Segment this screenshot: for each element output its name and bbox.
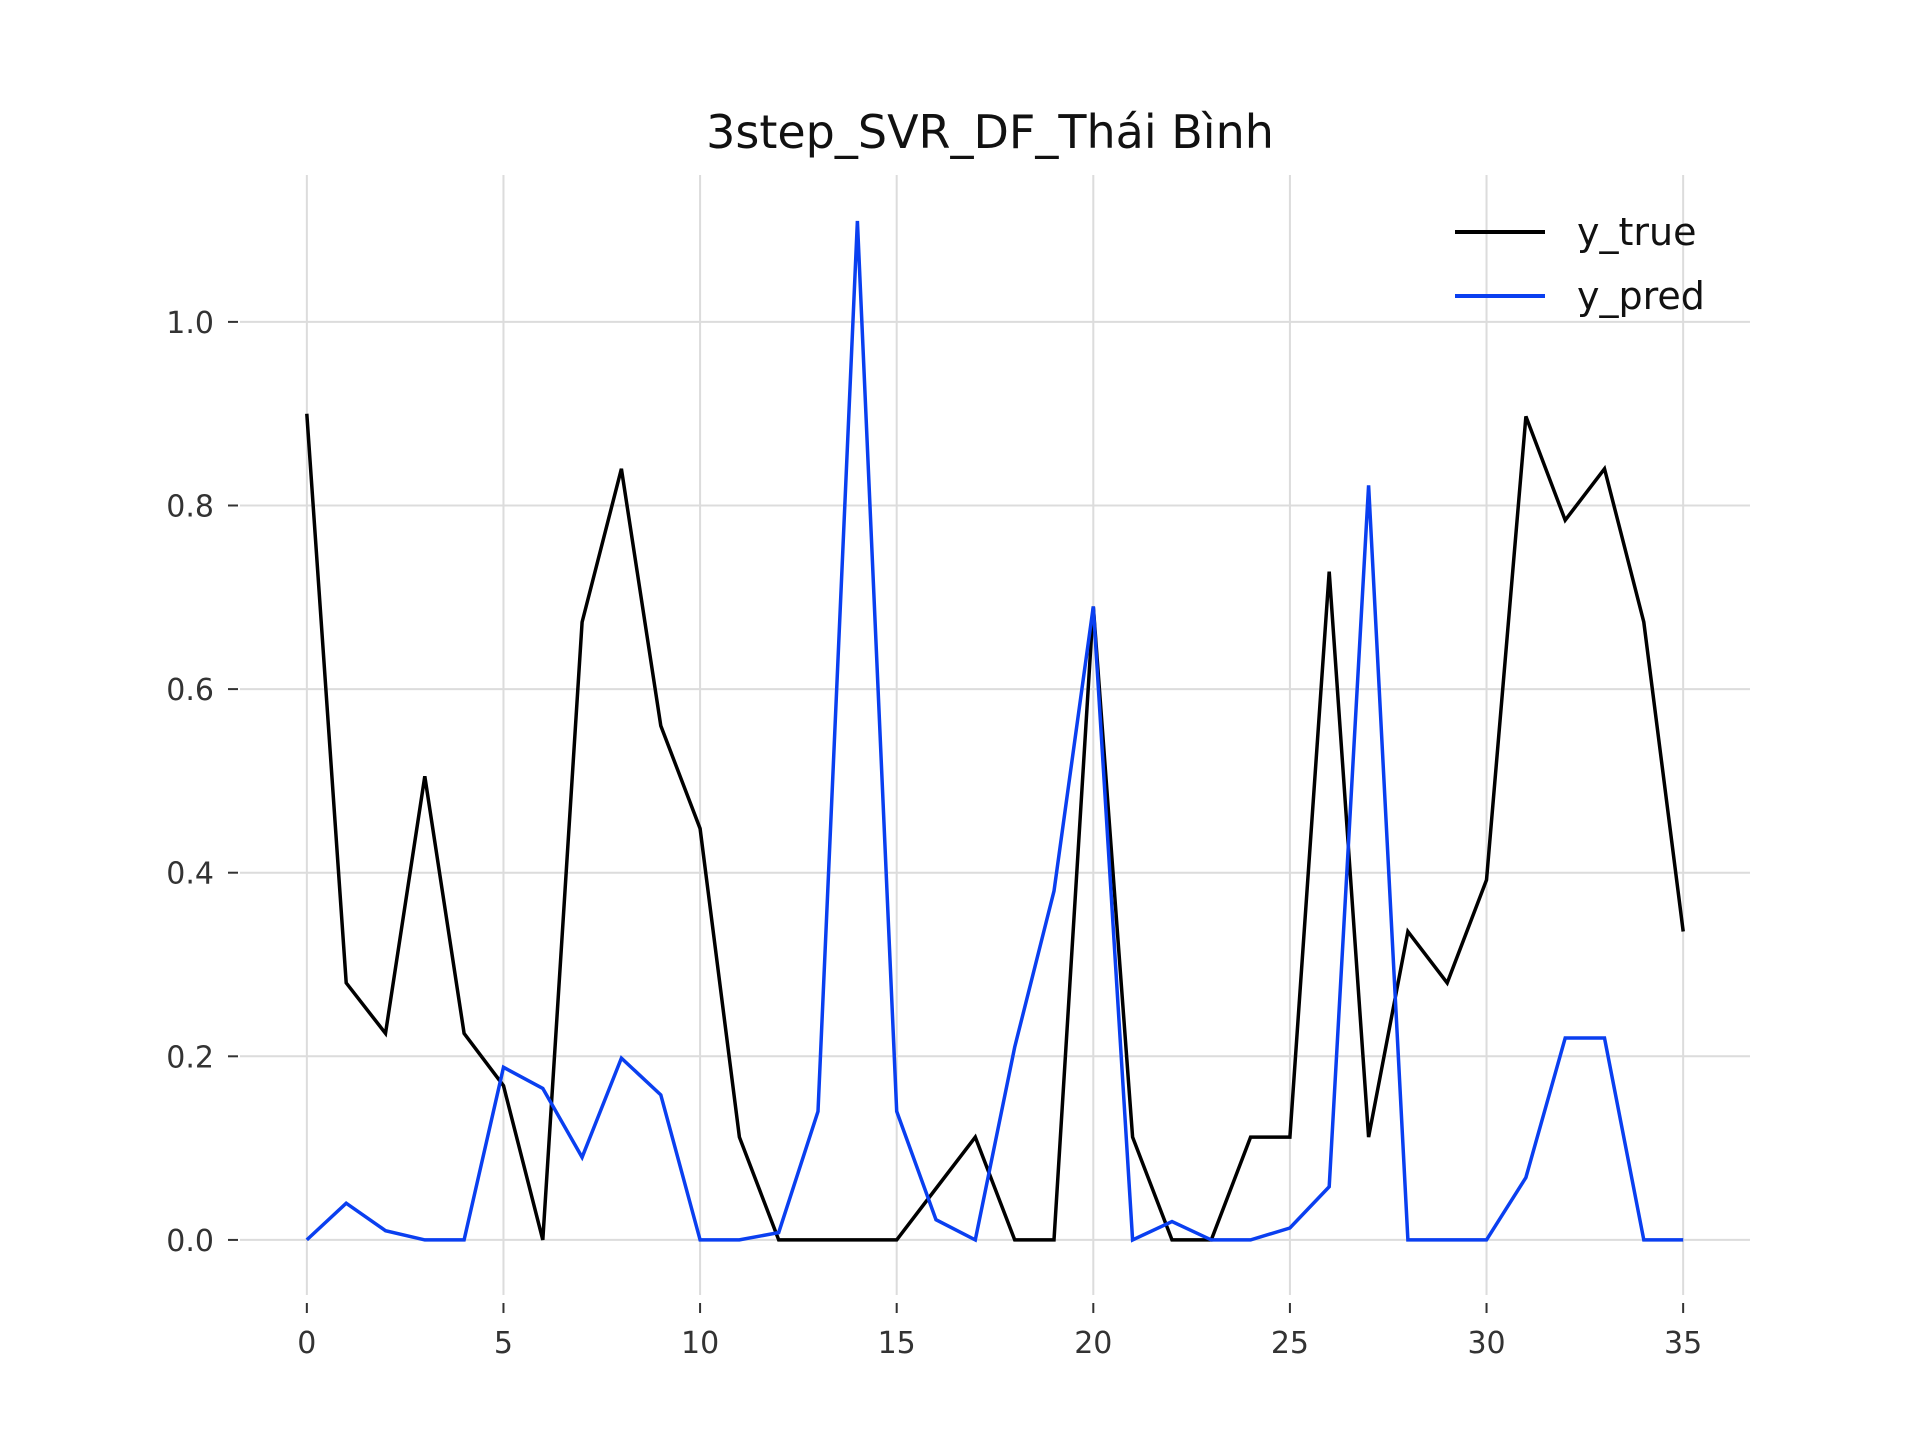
legend: y_true y_pred [1455,210,1705,318]
x-axis: 0 5 10 15 20 25 30 35 [297,1303,1702,1361]
y-tick-label: 0.6 [166,673,214,708]
x-tick-label: 15 [878,1326,916,1361]
y-axis: 0.0 0.2 0.4 0.6 0.8 1.0 [166,306,238,1259]
y-tick-label: 0.8 [166,489,214,524]
y-tick-label: 1.0 [166,306,214,341]
y-tick-label: 0.4 [166,857,214,892]
series-line-y-true [305,413,1685,1242]
x-tick-label: 20 [1074,1326,1112,1361]
series-line-y-pred [305,220,1684,1243]
x-tick-label: 5 [494,1326,513,1361]
x-tick-label: 25 [1271,1326,1309,1361]
chart-title: 3step_SVR_DF_Thái Bình [706,105,1274,159]
x-tick-label: 30 [1467,1326,1505,1361]
y-tick-label: 0.2 [166,1040,214,1075]
y-grid-lines [240,320,1750,1241]
x-tick-label: 35 [1664,1326,1702,1361]
x-tick-label: 10 [681,1326,719,1361]
legend-label: y_pred [1577,274,1705,318]
x-grid-lines [305,175,1685,1295]
x-tick-label: 0 [297,1326,316,1361]
series-layer [305,220,1685,1243]
y-tick-label: 0.0 [166,1224,214,1259]
legend-label: y_true [1577,210,1696,254]
